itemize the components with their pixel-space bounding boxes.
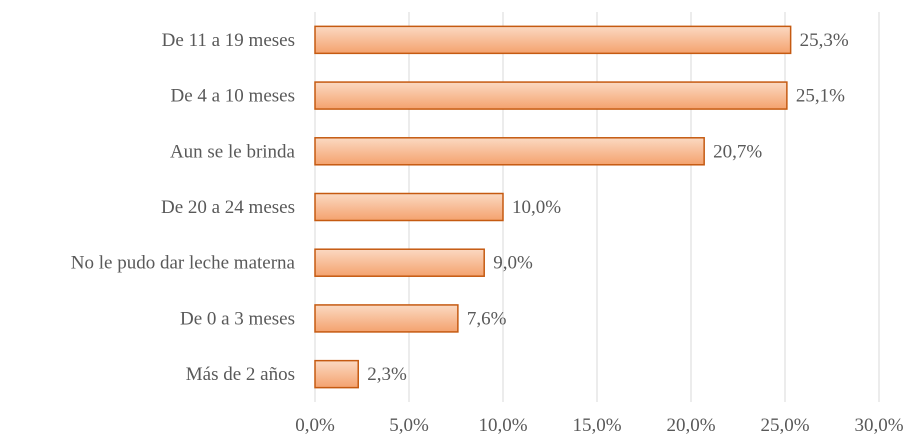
data-label: 7,6% [467,308,507,329]
data-label: 10,0% [512,197,561,218]
category-label: De 11 a 19 meses [162,30,295,51]
data-label: 25,1% [796,86,845,107]
x-tick-label: 25,0% [760,415,809,436]
category-labels: De 11 a 19 meses De 4 a 10 meses Aun se le… [71,30,296,385]
bar [314,81,788,110]
bar [314,359,359,389]
data-label: 25,3% [800,30,849,51]
category-label: Más de 2 años [186,364,295,385]
bar [314,137,705,166]
x-tick-label: 10,0% [478,415,527,436]
bar [314,248,485,277]
data-label: 9,0% [493,253,533,274]
category-label: De 4 a 10 meses [170,86,295,107]
data-label: 20,7% [713,141,762,162]
data-labels: 25,3% 25,1% 20,7% 10,0% 9,0% 7,6% 2,3% [367,30,849,385]
category-label: No le pudo dar leche materna [71,253,296,274]
x-tick-label: 30,0% [854,415,903,436]
category-label: De 0 a 3 meses [180,308,295,329]
category-label: Aun se le brinda [170,141,296,162]
x-tick-label: 5,0% [389,415,429,436]
x-tick-label: 0,0% [295,415,335,436]
bar [314,304,459,333]
data-label: 2,3% [367,364,407,385]
x-tick-label: 20,0% [666,415,715,436]
bar [314,25,792,55]
x-tick-label: 15,0% [572,415,621,436]
category-label: De 20 a 24 meses [161,197,295,218]
bar [314,192,504,222]
x-axis-tick-labels: 0,0% 5,0% 10,0% 15,0% 20,0% 25,0% 30,0% [295,415,904,436]
bars [314,25,792,389]
